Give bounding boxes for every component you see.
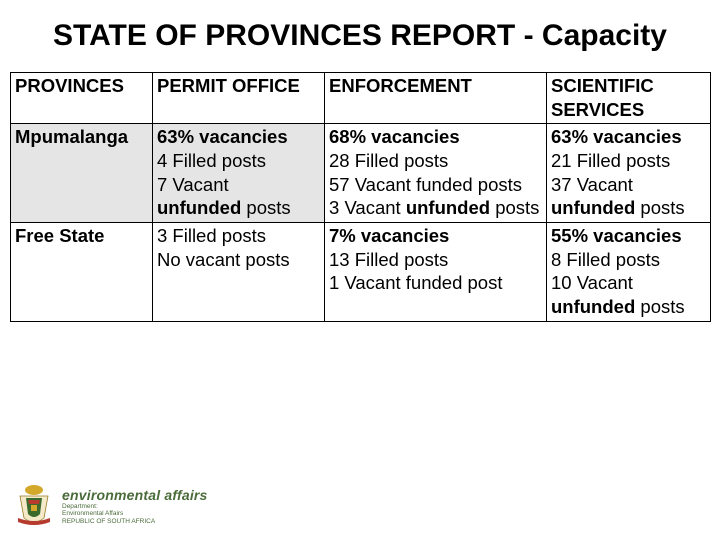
dept-line-1: Department: — [62, 503, 208, 510]
cell-line: 3 Filled posts — [157, 224, 320, 248]
cell-line: unfunded posts — [551, 196, 706, 220]
dept-line-2: Environmental Affairs — [62, 510, 208, 517]
footer-logo: environmental affairs Department: Enviro… — [14, 484, 208, 528]
cell-line: 7 Vacant — [157, 173, 320, 197]
cell-line: No vacant posts — [157, 248, 320, 272]
table-row: Free State3 Filled postsNo vacant posts7… — [11, 223, 711, 322]
cell-line: unfunded posts — [157, 196, 320, 220]
page-title: STATE OF PROVINCES REPORT - Capacity — [0, 0, 720, 72]
cell-scientific-services: 55% vacancies8 Filled posts10 Vacantunfu… — [547, 223, 711, 322]
dept-line-3: REPUBLIC OF SOUTH AFRICA — [62, 518, 208, 525]
cell-line: 37 Vacant — [551, 173, 706, 197]
cell-line: 63% vacancies — [551, 125, 706, 149]
cell-line: 63% vacancies — [157, 125, 320, 149]
cell-line: 4 Filled posts — [157, 149, 320, 173]
table-row: Mpumalanga63% vacancies4 Filled posts7 V… — [11, 124, 711, 223]
table-header-row: PROVINCES PERMIT OFFICE ENFORCEMENT SCIE… — [11, 73, 711, 124]
cell-line: 3 Vacant unfunded posts — [329, 196, 542, 220]
cell-line: 55% vacancies — [551, 224, 706, 248]
cell-line: 1 Vacant funded post — [329, 271, 542, 295]
cell-province: Mpumalanga — [11, 124, 153, 223]
cell-line: 68% vacancies — [329, 125, 542, 149]
cell-line: 28 Filled posts — [329, 149, 542, 173]
cell-scientific-services: 63% vacancies21 Filled posts37 Vacantunf… — [547, 124, 711, 223]
department-text: environmental affairs Department: Enviro… — [62, 487, 208, 524]
cell-line: 13 Filled posts — [329, 248, 542, 272]
table-body: Mpumalanga63% vacancies4 Filled posts7 V… — [11, 124, 711, 321]
col-header-scientific-services: SCIENTIFIC SERVICES — [547, 73, 711, 124]
cell-province: Free State — [11, 223, 153, 322]
cell-enforcement: 68% vacancies28 Filled posts57 Vacant fu… — [325, 124, 547, 223]
col-header-enforcement: ENFORCEMENT — [325, 73, 547, 124]
cell-line: 10 Vacant — [551, 271, 706, 295]
cell-permit-office: 63% vacancies4 Filled posts7 Vacantunfun… — [153, 124, 325, 223]
capacity-table: PROVINCES PERMIT OFFICE ENFORCEMENT SCIE… — [10, 72, 711, 322]
cell-permit-office: 3 Filled postsNo vacant posts — [153, 223, 325, 322]
cell-line: unfunded posts — [551, 295, 706, 319]
cell-enforcement: 7% vacancies13 Filled posts1 Vacant fund… — [325, 223, 547, 322]
cell-line: 7% vacancies — [329, 224, 542, 248]
col-header-provinces: PROVINCES — [11, 73, 153, 124]
brand-name: environmental affairs — [62, 487, 208, 503]
cell-line: 57 Vacant funded posts — [329, 173, 542, 197]
cell-line: 21 Filled posts — [551, 149, 706, 173]
col-header-permit-office: PERMIT OFFICE — [153, 73, 325, 124]
cell-line: 8 Filled posts — [551, 248, 706, 272]
coat-of-arms-icon — [14, 484, 54, 528]
